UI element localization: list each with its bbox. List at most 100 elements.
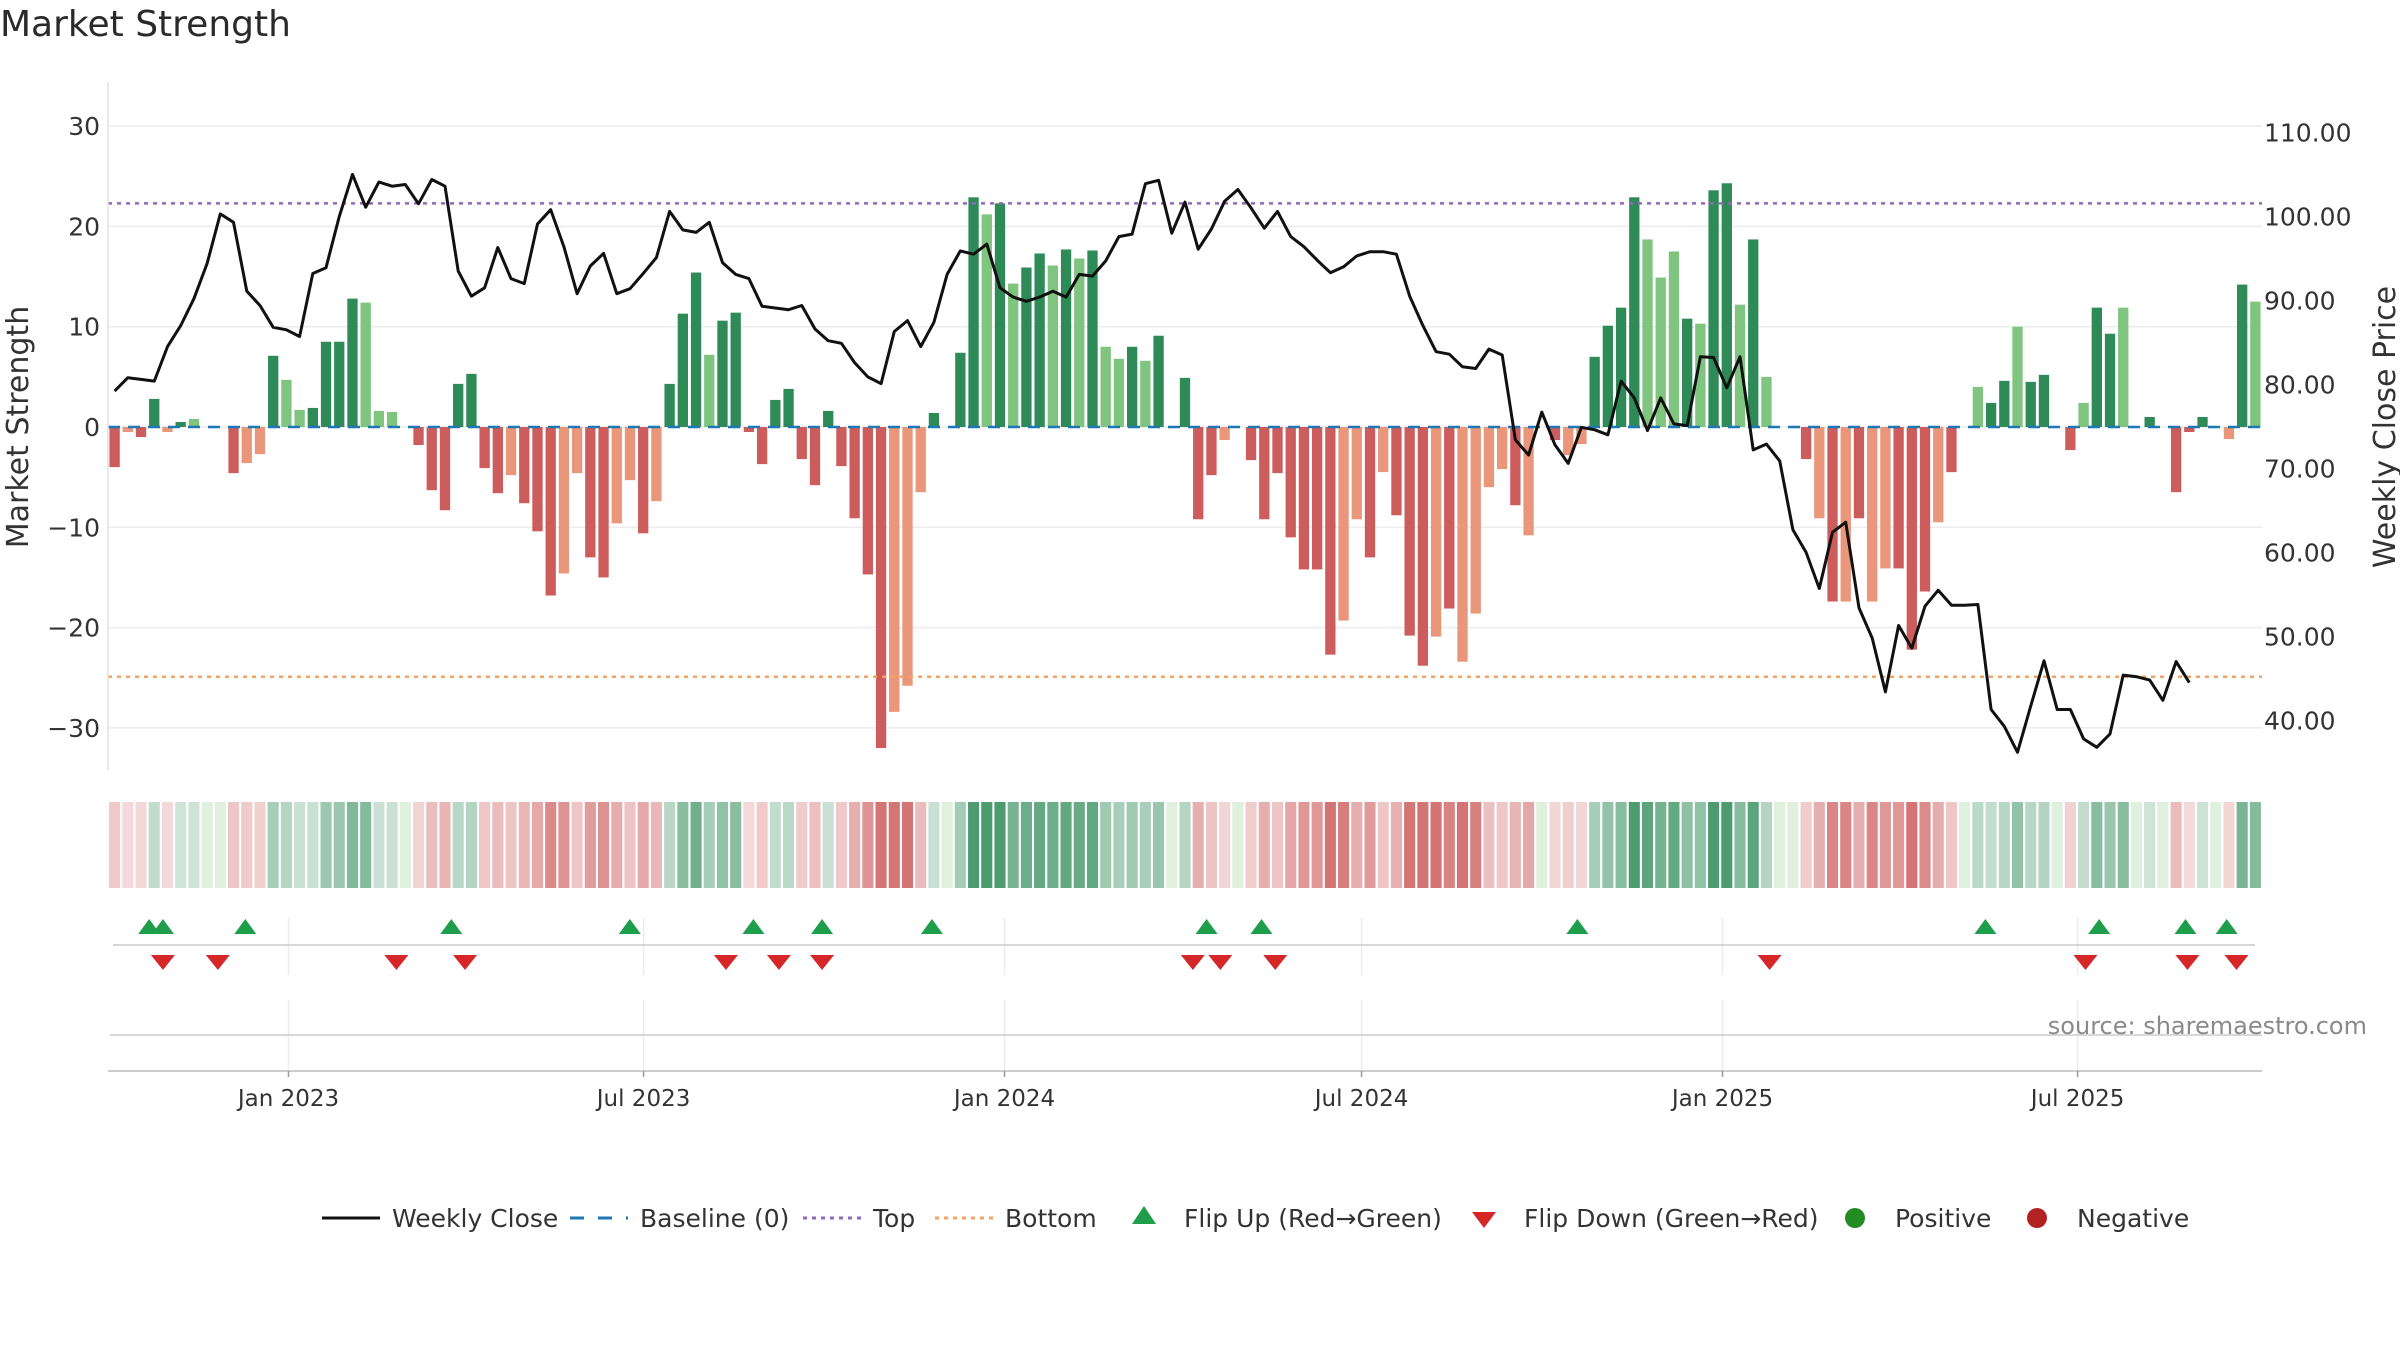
strength-bar <box>334 341 345 427</box>
strength-bar <box>677 313 688 427</box>
heat-cell <box>465 802 477 888</box>
strength-bar <box>743 427 755 433</box>
strength-bar <box>1444 427 1455 609</box>
strength-bar <box>162 427 173 433</box>
heat-cell <box>1470 802 1482 888</box>
legend-label: Weekly Close <box>392 1204 558 1233</box>
strength-bar <box>254 427 266 455</box>
legend-label: Flip Down (Green→Red) <box>1524 1204 1819 1233</box>
heat-cell <box>1681 802 1693 888</box>
flip-up-marker <box>1566 919 1589 934</box>
heat-cell <box>1826 802 1839 888</box>
flip-up-marker <box>618 919 641 934</box>
heat-cell <box>1787 802 1799 888</box>
heat-cell <box>1906 802 1918 888</box>
strength-bar <box>413 427 424 446</box>
strength-bar <box>1496 427 1508 470</box>
flip-down-marker <box>205 955 230 970</box>
heat-cell <box>1932 802 1944 888</box>
strength-bar <box>690 272 702 427</box>
y-tick-label: 0 <box>84 413 100 442</box>
heat-cell <box>1998 802 2010 888</box>
heat-cell <box>1985 802 1997 888</box>
heat-cell <box>1047 802 1059 888</box>
legend-item-dot-red: Negative <box>2027 1204 2189 1233</box>
strength-bar <box>1311 427 1323 570</box>
flip-up-marker <box>440 919 463 934</box>
heat-cell <box>1866 802 1878 888</box>
heat-cell <box>888 802 900 888</box>
strength-bar <box>1853 427 1865 519</box>
heat-cell <box>783 802 795 888</box>
strength-bar <box>1404 427 1415 636</box>
x-tick-label: Jan 2023 <box>236 1086 339 1112</box>
flip-up-marker <box>1250 919 1273 934</box>
heat-cell <box>1655 802 1667 888</box>
strength-bar <box>902 427 913 686</box>
heat-cell <box>730 802 742 888</box>
heat-cell <box>690 802 702 888</box>
strength-bar <box>664 383 675 427</box>
strength-bar <box>466 373 477 427</box>
heat-cell <box>1959 802 1971 888</box>
flip-up-marker <box>1195 919 1218 934</box>
strength-bar <box>1880 427 1891 569</box>
strength-bar <box>268 355 279 427</box>
legend-item-dot-purple: Top <box>803 1204 915 1233</box>
strength-bar <box>175 421 186 427</box>
heat-cell <box>928 802 940 888</box>
strength-bar <box>1021 267 1032 427</box>
strength-bar <box>968 197 979 427</box>
flip-up-marker <box>742 919 765 934</box>
heat-cell <box>1919 802 1931 888</box>
strength-bar <box>704 354 715 427</box>
flip-down-marker <box>150 955 175 970</box>
flip-up-marker <box>1974 919 1997 934</box>
strength-bar <box>1549 427 1561 441</box>
heat-cell <box>1747 802 1759 888</box>
x-tick-label: Jan 2025 <box>1670 1086 1773 1112</box>
x-axis: Jan 2023 Jul 2023 Jan 2024 Jul 2024 Jan 2025… <box>108 1070 2262 1112</box>
flip-down-marker <box>1757 955 1782 970</box>
strength-bar <box>1589 356 1600 427</box>
heat-cell <box>1258 802 1270 888</box>
strength-bar <box>307 407 318 427</box>
strength-bar <box>1999 380 2010 427</box>
heat-cell <box>1496 802 1508 888</box>
flip-down-marker <box>384 955 409 970</box>
flip-markers <box>110 919 2262 1036</box>
strength-bar <box>1193 427 1204 520</box>
legend-swatch-flip-down <box>1472 1212 1496 1228</box>
legend-item-dash: Baseline (0) <box>570 1204 789 1233</box>
strength-bar <box>1840 427 1851 602</box>
strength-bar <box>1668 251 1680 427</box>
strength-bar <box>1008 283 1019 427</box>
heat-cell <box>492 802 504 888</box>
heat-cell <box>426 802 438 888</box>
strength-bar <box>624 427 636 481</box>
heat-cell <box>1945 802 1958 888</box>
flip-down-marker <box>2073 955 2098 970</box>
strength-bar <box>1259 427 1270 520</box>
heat-cell <box>1245 802 1257 888</box>
strength-bar <box>2025 381 2036 427</box>
strength-bar <box>994 203 1006 427</box>
strength-bar <box>1483 427 1495 488</box>
heat-cell <box>1377 802 1389 888</box>
strength-bar <box>1087 250 1098 427</box>
heat-cell <box>2064 802 2076 888</box>
heat-cell <box>1338 802 1350 888</box>
legend-item-line: Weekly Close <box>322 1204 558 1233</box>
strength-bar <box>2078 402 2089 427</box>
weekly-close-series <box>113 172 2191 754</box>
heat-cell <box>2038 802 2050 888</box>
heat-cell <box>373 802 385 888</box>
heat-cell <box>1668 802 1680 888</box>
strength-bar <box>638 427 649 534</box>
heat-cell <box>1298 802 1310 888</box>
heat-cell <box>1324 802 1336 888</box>
heat-cell <box>399 802 411 888</box>
heat-cell <box>2236 802 2248 888</box>
strength-bar <box>1179 377 1191 427</box>
